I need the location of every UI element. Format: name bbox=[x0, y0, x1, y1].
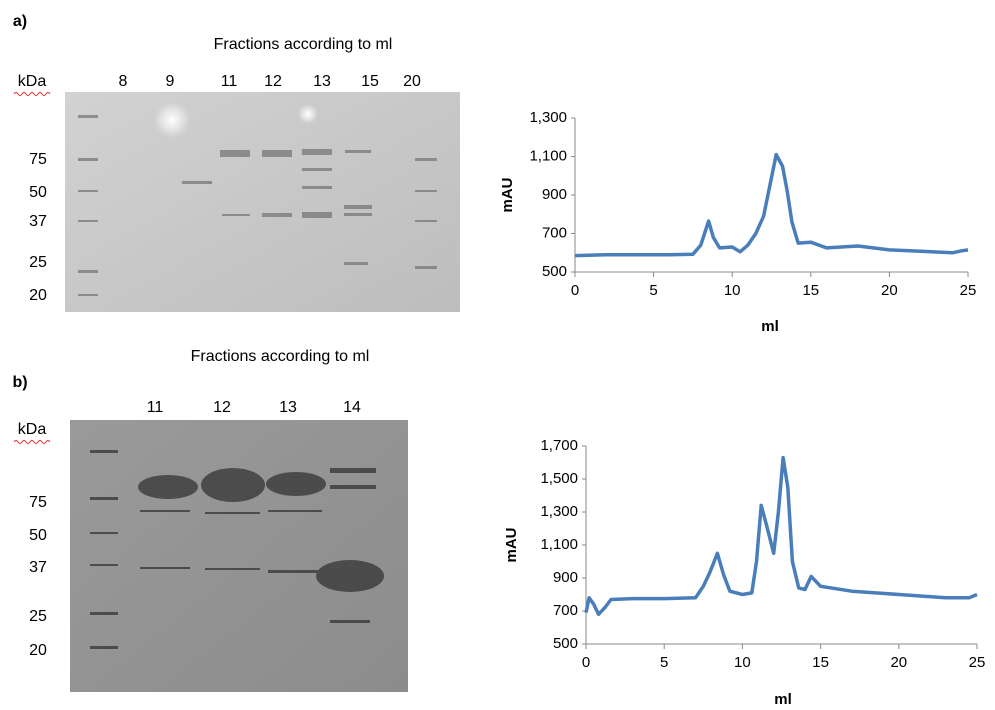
marker-label: 50 bbox=[29, 527, 47, 544]
y-axis-label: mAU bbox=[499, 177, 516, 212]
x-tick-label: 10 bbox=[734, 654, 751, 671]
marker-label: 50 bbox=[29, 184, 47, 201]
panel-label: b) bbox=[12, 374, 27, 391]
kda-label: kDa bbox=[18, 73, 47, 90]
lane-label: 13 bbox=[313, 73, 331, 90]
y-tick-label: 1,700 bbox=[540, 437, 578, 454]
lane-label: 15 bbox=[361, 73, 379, 90]
y-tick-label: 1,100 bbox=[540, 536, 578, 553]
lane-label: 12 bbox=[264, 73, 282, 90]
x-tick-label: 0 bbox=[571, 282, 579, 299]
y-tick-label: 900 bbox=[542, 186, 567, 203]
spell-underline bbox=[13, 440, 51, 444]
lane-label: 20 bbox=[403, 73, 421, 90]
x-tick-label: 0 bbox=[582, 654, 590, 671]
x-tick-label: 10 bbox=[724, 282, 741, 299]
lane-label: 14 bbox=[343, 399, 361, 416]
y-tick-label: 500 bbox=[542, 263, 567, 280]
marker-label: 20 bbox=[29, 642, 47, 659]
lane-label: 11 bbox=[221, 73, 238, 90]
x-tick-label: 15 bbox=[812, 654, 829, 671]
x-tick-label: 20 bbox=[881, 282, 898, 299]
x-tick-label: 25 bbox=[969, 654, 986, 671]
data-line bbox=[584, 455, 978, 617]
kda-label: kDa bbox=[18, 421, 47, 438]
data-line bbox=[574, 152, 969, 258]
gel-image-b bbox=[70, 420, 408, 692]
lane-label: 11 bbox=[147, 399, 164, 416]
marker-label: 75 bbox=[29, 494, 47, 511]
gel-title: Fractions according to ml bbox=[214, 36, 393, 53]
x-axis-label: ml bbox=[761, 318, 779, 335]
lane-label: 9 bbox=[166, 73, 175, 90]
x-tick-label: 5 bbox=[660, 654, 668, 671]
gel-title: Fractions according to ml bbox=[191, 348, 370, 365]
marker-label: 37 bbox=[29, 213, 47, 230]
marker-label: 20 bbox=[29, 287, 47, 304]
y-tick-label: 1,300 bbox=[529, 109, 567, 126]
lane-label: 8 bbox=[119, 73, 128, 90]
y-tick-label: 700 bbox=[553, 602, 578, 619]
y-axis-label: mAU bbox=[503, 527, 520, 562]
panel-label: a) bbox=[13, 13, 27, 30]
x-tick-label: 5 bbox=[649, 282, 657, 299]
y-tick-label: 1,100 bbox=[529, 147, 567, 164]
spell-underline bbox=[13, 92, 51, 96]
x-axis-label: ml bbox=[774, 691, 792, 708]
y-tick-label: 1,500 bbox=[540, 470, 578, 487]
y-tick-label: 500 bbox=[553, 635, 578, 652]
marker-label: 25 bbox=[29, 608, 47, 625]
marker-label: 37 bbox=[29, 559, 47, 576]
x-tick-label: 20 bbox=[890, 654, 907, 671]
marker-label: 25 bbox=[29, 254, 47, 271]
y-tick-label: 700 bbox=[542, 224, 567, 241]
x-tick-label: 25 bbox=[960, 282, 977, 299]
lane-label: 13 bbox=[279, 399, 297, 416]
y-tick-label: 900 bbox=[553, 569, 578, 586]
gel-image-a bbox=[65, 92, 460, 312]
marker-label: 75 bbox=[29, 151, 47, 168]
lane-label: 12 bbox=[213, 399, 231, 416]
y-tick-label: 1,300 bbox=[540, 503, 578, 520]
x-tick-label: 15 bbox=[802, 282, 819, 299]
